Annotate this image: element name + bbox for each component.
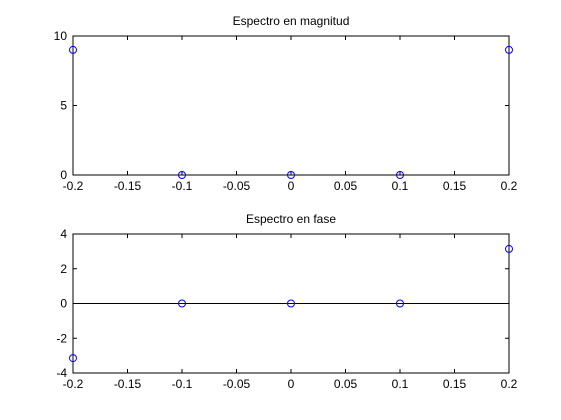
x-tick-label: 0.05 bbox=[334, 377, 358, 391]
x-tick-label: 0.15 bbox=[443, 377, 467, 391]
x-tick-label: 0.2 bbox=[501, 377, 518, 391]
y-tick-label: -2 bbox=[56, 331, 67, 345]
y-tick-label: 10 bbox=[54, 29, 68, 43]
y-tick-label: 2 bbox=[60, 262, 67, 276]
y-tick-label: 4 bbox=[60, 227, 67, 241]
x-tick-label: -0.1 bbox=[172, 377, 193, 391]
x-tick-label: -0.2 bbox=[63, 377, 84, 391]
data-point bbox=[178, 299, 186, 308]
y-tick-label: 0 bbox=[60, 168, 67, 182]
axes-frame bbox=[72, 35, 510, 176]
y-tick-label: 5 bbox=[60, 99, 67, 113]
data-point bbox=[178, 171, 186, 179]
x-tick-label: 0 bbox=[288, 179, 295, 193]
x-tick-label: -0.15 bbox=[114, 377, 142, 391]
data-point bbox=[505, 244, 513, 253]
data-point bbox=[396, 171, 404, 179]
data-point bbox=[287, 171, 295, 179]
x-tick-label: 0.1 bbox=[392, 377, 409, 391]
x-tick-label: -0.15 bbox=[114, 179, 142, 193]
data-point bbox=[69, 354, 77, 363]
x-tick-label: -0.05 bbox=[223, 179, 251, 193]
x-tick-label: -0.2 bbox=[63, 179, 84, 193]
x-tick-label: 0.05 bbox=[334, 179, 358, 193]
x-tick-label: 0.1 bbox=[392, 179, 409, 193]
y-tick-label: 0 bbox=[60, 297, 67, 311]
x-tick-label: 0 bbox=[288, 377, 295, 391]
x-tick-label: -0.05 bbox=[223, 377, 251, 391]
phase-spectrum-plot: Espectro en fase -0.2 -0.15 -0.1 -0.05 0 0.05 0… bbox=[56, 212, 517, 391]
data-point bbox=[396, 299, 404, 308]
chart-title: Espectro en fase bbox=[246, 212, 336, 226]
data-point bbox=[287, 299, 295, 308]
x-tick-label: -0.1 bbox=[172, 179, 193, 193]
y-tick-label: -4 bbox=[56, 366, 67, 380]
chart-title: Espectro en magnitud bbox=[233, 14, 350, 28]
data-point bbox=[69, 45, 77, 54]
data-point bbox=[505, 45, 513, 54]
magnitude-spectrum-plot: Espectro en magnitud -0.2 -0.15 -0.1 -0.05 0 0… bbox=[54, 14, 518, 193]
x-tick-label: 0.2 bbox=[501, 179, 518, 193]
x-tick-label: 0.15 bbox=[443, 179, 467, 193]
